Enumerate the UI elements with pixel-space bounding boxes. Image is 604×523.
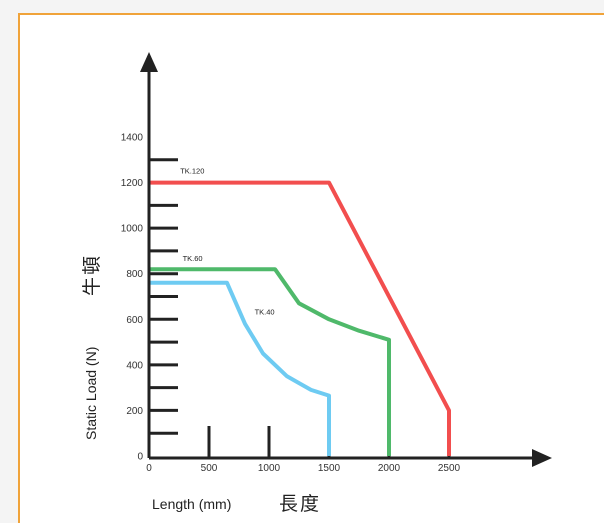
series-line-tk60	[149, 267, 391, 456]
y-tick-label: 1000	[121, 224, 144, 235]
x-tick-label: 2500	[438, 463, 461, 474]
y-tick-label: 600	[126, 315, 143, 326]
x-axis-label: Length (mm)	[152, 496, 231, 512]
x-tick-label: 0	[146, 463, 152, 474]
series-label: TK.120	[180, 166, 204, 175]
x-tick-label: 1500	[318, 463, 341, 474]
y-axis-label: Static Load (N)	[83, 347, 99, 440]
axis-ticks	[149, 158, 451, 458]
series-lines	[149, 180, 451, 456]
series-label: TK.60	[183, 254, 203, 263]
x-tick-label: 1000	[258, 463, 281, 474]
y-axis-arrowhead	[140, 52, 158, 72]
tick-labels: 0 200 400 600 800 1000 1200 1400 0 500 1000 1500 200…	[121, 133, 461, 475]
y-tick-label: 200	[126, 406, 143, 417]
series-labels: TK.120 TK.60 TK.40	[180, 166, 274, 316]
x-tick-label: 2000	[378, 463, 401, 474]
x-tick-label: 500	[201, 463, 218, 474]
y-tick-label: 1400	[121, 133, 144, 144]
series-line-tk40	[149, 280, 331, 456]
y-tick-label: 400	[126, 360, 143, 371]
chart-panel	[18, 13, 604, 523]
x-axis-label-cn: 長度	[279, 493, 321, 515]
series-line-tk120	[149, 180, 451, 456]
y-tick-label: 0	[137, 452, 143, 463]
y-axis-label-cn: 牛頓	[81, 254, 103, 296]
x-axis-arrowhead	[532, 449, 552, 467]
y-tick-label: 800	[126, 269, 143, 280]
series-label: TK.40	[255, 308, 275, 317]
y-tick-label: 1200	[121, 178, 144, 189]
